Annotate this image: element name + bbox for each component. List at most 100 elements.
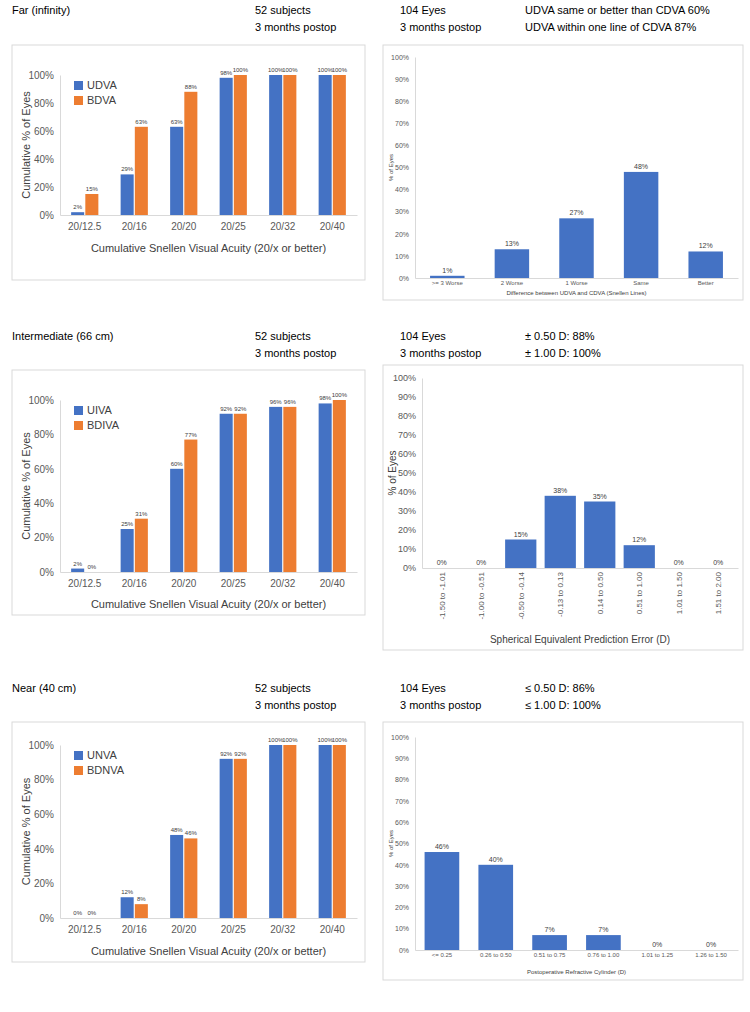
x-tick-label: 20/12.5 [68, 221, 102, 232]
y-tick: 60% [34, 464, 60, 475]
y-tick-label: 0% [399, 947, 409, 954]
bar [532, 935, 567, 950]
data-label: 38% [553, 487, 567, 494]
y-tick: 20% [34, 532, 60, 543]
x-tick-label: 0.76 to 1.00 [588, 952, 620, 958]
x-tick: 20/16 [122, 918, 147, 935]
x-tick: -1.00 to -0.51 [477, 568, 486, 620]
x-tick-label: 0.51 to 1.00 [635, 571, 644, 614]
panel-border [383, 45, 743, 300]
y-tick-label: 90% [395, 76, 409, 83]
y-tick: 80% [395, 98, 415, 105]
x-tick-label: 1.51 to 2.00 [714, 571, 723, 614]
y-tick: 0% [399, 947, 415, 954]
legend-label: BDIVA [87, 419, 120, 431]
panel-border [383, 365, 743, 650]
bar [71, 212, 84, 215]
figure: Far (infinity)52 subjects3 months postop… [0, 0, 750, 1012]
y-tick: 100% [391, 54, 415, 61]
bar [121, 174, 134, 215]
y-tick-label: 60% [395, 142, 409, 149]
bar [584, 502, 615, 569]
data-label: 46% [435, 843, 449, 850]
data-labels: 1%13%27%48%12% [442, 163, 712, 274]
y-tick-label: 40% [395, 862, 409, 869]
x-tick-label: 20/32 [270, 221, 295, 232]
y-axis-title: Cumulative % of Eyes [20, 432, 32, 540]
data-label: 0% [674, 559, 684, 566]
subtitle: 3 months postop [255, 347, 336, 359]
bars [121, 745, 346, 918]
data-label: 12% [121, 889, 134, 895]
y-tick-label: 90% [395, 755, 409, 762]
x-tick-label: 0.14 to 0.50 [596, 571, 605, 614]
y-tick-label: 30% [395, 883, 409, 890]
data-labels: 46%40%7%7%0%0% [435, 843, 716, 948]
data-label: 25% [121, 521, 134, 527]
x-tick: <= 0.25 [432, 950, 453, 958]
x-tick-label: Same [633, 280, 649, 286]
y-tick: 100% [28, 395, 60, 406]
x-axis-title: Postoperative Refractive Cylinder (D) [527, 969, 626, 975]
y-tick-label: 60% [34, 126, 54, 137]
bar [234, 414, 247, 572]
x-axis-line [61, 215, 358, 216]
bar [121, 529, 134, 572]
bar [85, 572, 98, 573]
y-tick-label: 0% [399, 275, 409, 282]
y-tick: 50% [398, 468, 422, 478]
data-label: 8% [137, 896, 146, 902]
y-tick: 0% [40, 913, 60, 924]
y-axis-line [60, 401, 61, 573]
y-tick-label: 20% [395, 231, 409, 238]
y-tick: 80% [395, 776, 415, 783]
legend-label: BDVA [87, 94, 117, 106]
x-tick: 20/16 [122, 572, 147, 589]
y-axis-title: Cumulative % of Eyes [20, 777, 32, 885]
x-tick-label: 1 Worse [565, 280, 588, 286]
data-label: 2% [73, 561, 82, 567]
data-label: 0% [476, 559, 486, 566]
bar [425, 852, 460, 950]
y-tick: 40% [34, 154, 60, 165]
x-tick: >= 3 Worse [432, 278, 464, 286]
data-label: 100% [332, 392, 348, 398]
bar [184, 440, 197, 572]
bar [220, 759, 233, 918]
bar [184, 838, 197, 918]
data-label: 92% [220, 751, 233, 757]
y-tick-label: 20% [34, 878, 54, 889]
subtitle: 104 Eyes [400, 4, 446, 16]
y-tick-label: 40% [395, 186, 409, 193]
data-label: 0% [88, 564, 97, 570]
bar [283, 75, 296, 215]
y-tick: 20% [395, 904, 415, 911]
legend-swatch [74, 766, 83, 775]
data-label: 60% [171, 461, 184, 467]
x-axis-title: Cumulative Snellen Visual Acuity (20/x o… [91, 945, 326, 957]
bar [688, 251, 722, 278]
y-tick-label: 100% [28, 70, 54, 81]
y-tick: 40% [395, 186, 415, 193]
y-tick-label: 20% [395, 904, 409, 911]
y-axis-line [422, 379, 423, 569]
x-tick-label: 2 Worse [501, 280, 524, 286]
y-tick: 40% [395, 862, 415, 869]
x-tick: 20/20 [171, 215, 196, 232]
data-label: 98% [319, 395, 332, 401]
y-tick: 80% [34, 774, 60, 785]
bar [184, 92, 197, 215]
legend-label: BDNVA [87, 764, 125, 776]
x-tick-label: -1.00 to -0.51 [477, 571, 486, 619]
bar [333, 400, 346, 572]
y-tick: 80% [34, 429, 60, 440]
data-label: 96% [270, 399, 283, 405]
x-tick: -0.50 to -0.14 [517, 568, 526, 620]
subtitle: 52 subjects [255, 682, 311, 694]
bar [624, 545, 655, 568]
bar [234, 759, 247, 918]
x-axis-title: Difference between UDVA and CDVA (Snelle… [506, 290, 646, 296]
bar [71, 569, 84, 572]
subtitle: 52 subjects [255, 4, 311, 16]
legend-label: UNVA [87, 749, 117, 761]
